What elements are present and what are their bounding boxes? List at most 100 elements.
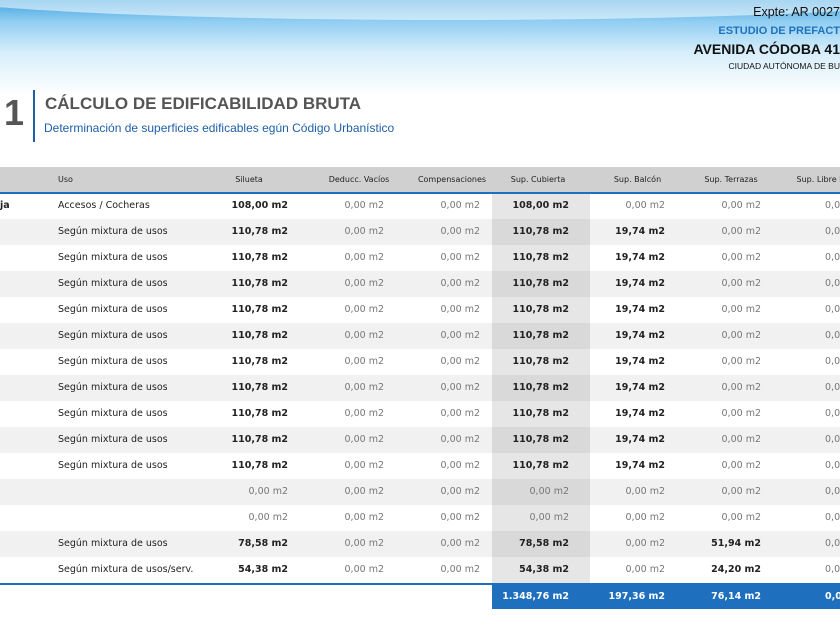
- value-cell: 0,00 m2: [248, 486, 288, 497]
- section-number: 1: [4, 92, 25, 133]
- use-cell: Según mixtura de usos: [58, 278, 168, 289]
- level-cell: ja: [0, 200, 10, 211]
- value-cell: 0,0: [825, 356, 840, 367]
- value-cell: 110,78 m2: [231, 330, 288, 341]
- column-header: Sup. Libre Fon: [796, 175, 840, 184]
- value-cell: 54,38 m2: [238, 564, 288, 575]
- value-cell: 19,74 m2: [615, 356, 665, 367]
- value-cell: 0,00 m2: [721, 460, 761, 471]
- value-cell: 0,0: [825, 226, 840, 237]
- value-cell: 110,78 m2: [512, 408, 569, 419]
- header-rule: [0, 192, 840, 194]
- column-header: Silueta: [235, 175, 263, 184]
- value-cell: 0,00 m2: [721, 200, 761, 211]
- value-cell: 108,00 m2: [512, 200, 569, 211]
- use-cell: Accesos / Cocheras: [58, 200, 150, 211]
- value-cell: 19,74 m2: [615, 460, 665, 471]
- value-cell: 19,74 m2: [615, 382, 665, 393]
- row-band: [0, 219, 840, 245]
- section-subtitle: Determinación de superficies edificables…: [44, 121, 395, 135]
- value-cell: 110,78 m2: [512, 382, 569, 393]
- value-cell: 0,0: [825, 304, 840, 315]
- value-cell: 110,78 m2: [512, 278, 569, 289]
- header-background: [0, 0, 840, 95]
- row-band: [0, 375, 840, 401]
- value-cell: 78,58 m2: [238, 538, 288, 549]
- value-cell: 0,00 m2: [344, 434, 384, 445]
- value-cell: 0,00 m2: [721, 330, 761, 341]
- use-cell: Según mixtura de usos: [58, 434, 168, 445]
- value-cell: 0,00 m2: [721, 434, 761, 445]
- value-cell: 110,78 m2: [231, 278, 288, 289]
- value-cell: 0,0: [825, 512, 840, 523]
- value-cell: 19,74 m2: [615, 304, 665, 315]
- row-band: [0, 427, 840, 453]
- address: AVENIDA CÓDOBA 41: [693, 41, 840, 57]
- value-cell: 0,00 m2: [440, 304, 480, 315]
- value-cell: 0,00 m2: [440, 330, 480, 341]
- column-header: Sup. Cubierta: [510, 175, 566, 184]
- value-cell: 19,74 m2: [615, 408, 665, 419]
- value-cell: 0,00 m2: [721, 408, 761, 419]
- value-cell: 110,78 m2: [512, 356, 569, 367]
- value-cell: 110,78 m2: [512, 252, 569, 263]
- total-cell: 0,00: [825, 591, 840, 602]
- total-cell: 1.348,76 m2: [502, 591, 569, 602]
- use-cell: Según mixtura de usos/serv.: [58, 564, 194, 575]
- column-header: Deducc. Vacíos: [328, 175, 390, 184]
- value-cell: 0,00 m2: [721, 304, 761, 315]
- value-cell: 0,00 m2: [440, 278, 480, 289]
- value-cell: 0,00 m2: [344, 200, 384, 211]
- value-cell: 110,78 m2: [512, 304, 569, 315]
- value-cell: 0,00 m2: [440, 252, 480, 263]
- value-cell: 0,00 m2: [440, 460, 480, 471]
- value-cell: 0,00 m2: [625, 538, 665, 549]
- value-cell: 0,00 m2: [344, 382, 384, 393]
- value-cell: 0,00 m2: [721, 356, 761, 367]
- use-cell: Según mixtura de usos: [58, 330, 168, 341]
- value-cell: 0,00 m2: [344, 460, 384, 471]
- value-cell: 0,00 m2: [440, 408, 480, 419]
- value-cell: 0,00 m2: [440, 200, 480, 211]
- value-cell: 0,00 m2: [344, 252, 384, 263]
- value-cell: 0,00 m2: [344, 486, 384, 497]
- value-cell: 0,0: [825, 538, 840, 549]
- value-cell: 110,78 m2: [231, 434, 288, 445]
- cubierta-column: [492, 193, 590, 583]
- header-row: [0, 167, 840, 193]
- value-cell: 110,78 m2: [231, 226, 288, 237]
- value-cell: 0,00 m2: [440, 538, 480, 549]
- use-cell: Según mixtura de usos: [58, 460, 168, 471]
- row-band: [0, 271, 840, 297]
- value-cell: 0,00 m2: [625, 200, 665, 211]
- value-cell: 0,0: [825, 278, 840, 289]
- use-cell: Según mixtura de usos: [58, 408, 168, 419]
- value-cell: 0,0: [825, 460, 840, 471]
- use-cell: Según mixtura de usos: [58, 538, 168, 549]
- value-cell: 0,00 m2: [344, 564, 384, 575]
- value-cell: 0,00 m2: [625, 512, 665, 523]
- swoosh: [0, 0, 840, 20]
- use-cell: Según mixtura de usos: [58, 356, 168, 367]
- value-cell: 110,78 m2: [231, 460, 288, 471]
- value-cell: 0,0: [825, 330, 840, 341]
- value-cell: 0,0: [825, 434, 840, 445]
- value-cell: 110,78 m2: [512, 330, 569, 341]
- value-cell: 110,78 m2: [231, 356, 288, 367]
- row-band: [0, 531, 840, 557]
- value-cell: 0,00 m2: [440, 226, 480, 237]
- value-cell: 0,00 m2: [440, 512, 480, 523]
- value-cell: 19,74 m2: [615, 252, 665, 263]
- value-cell: 0,00 m2: [721, 252, 761, 263]
- value-cell: 54,38 m2: [519, 564, 569, 575]
- value-cell: 0,0: [825, 200, 840, 211]
- total-rule: [0, 583, 840, 585]
- value-cell: 0,0: [825, 486, 840, 497]
- value-cell: 0,00 m2: [721, 512, 761, 523]
- value-cell: 0,00 m2: [721, 278, 761, 289]
- value-cell: 0,00 m2: [344, 278, 384, 289]
- value-cell: 0,00 m2: [440, 486, 480, 497]
- value-cell: 19,74 m2: [615, 434, 665, 445]
- row-band: [0, 323, 840, 349]
